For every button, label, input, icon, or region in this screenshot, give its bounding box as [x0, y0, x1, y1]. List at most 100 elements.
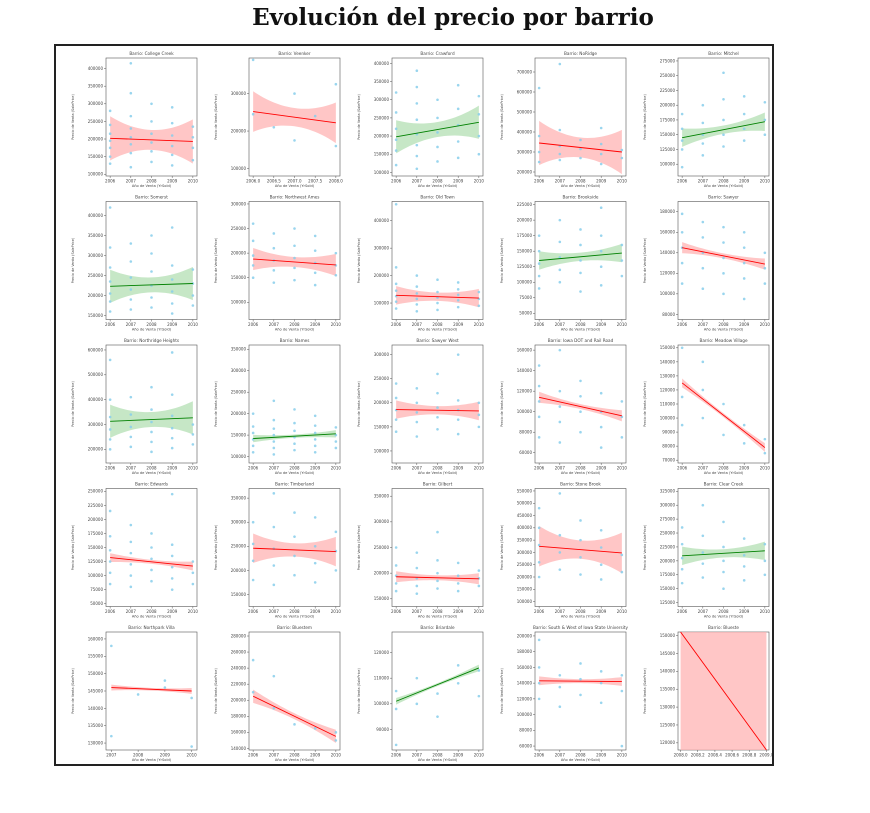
data-point [537, 249, 541, 253]
y-tick-label: 100000 [517, 599, 533, 604]
data-point [394, 396, 398, 400]
data-point [293, 421, 296, 425]
data-point [558, 533, 562, 537]
data-point [599, 206, 603, 210]
y-axis-label: Precio de Venta (SalePrice) [357, 381, 361, 427]
data-point [620, 673, 624, 677]
data-point [150, 306, 153, 309]
x-tick-label: 2006 [677, 322, 688, 327]
subplot-title: Barrio: Gilbert [423, 482, 453, 487]
x-axis-label: Año de Venta (YrSold) [704, 471, 744, 475]
data-point [272, 674, 276, 678]
data-point [394, 289, 398, 292]
data-point [558, 568, 562, 571]
x-axis-label: Año de Venta (YrSold) [275, 471, 315, 475]
data-point [558, 389, 562, 393]
x-tick-label: 2010 [188, 322, 199, 327]
x-axis-label: Año de Venta (YrSold) [132, 758, 172, 762]
data-point [170, 436, 174, 440]
data-point [129, 91, 133, 95]
data-point [579, 662, 582, 665]
data-point [722, 71, 725, 75]
data-point [170, 226, 174, 229]
data-point [313, 727, 317, 730]
data-point [293, 244, 296, 248]
x-tick-label: 2010 [760, 322, 771, 327]
x-tick-label: 2006 [105, 466, 116, 471]
data-point [272, 706, 276, 710]
y-tick-label: 450000 [517, 513, 533, 518]
data-point [313, 431, 317, 435]
data-point [558, 685, 562, 689]
x-tick-label: 2008.8 [742, 753, 756, 758]
data-point [272, 281, 276, 284]
data-point [313, 450, 317, 454]
data-point [456, 574, 460, 578]
data-point [170, 312, 174, 315]
figure-title: Evolución del precio por barrio [252, 4, 654, 31]
data-point [313, 444, 317, 448]
y-tick-label: 400000 [88, 397, 104, 402]
data-point [763, 282, 767, 285]
data-point [722, 98, 725, 101]
y-tick-label: 90000 [376, 727, 389, 732]
y-tick-label: 50000 [90, 601, 103, 606]
data-point [558, 348, 562, 352]
data-point [620, 415, 624, 419]
y-tick-label: 500000 [517, 109, 533, 114]
data-point [272, 418, 276, 422]
data-point [456, 156, 460, 160]
data-point [272, 427, 276, 430]
x-axis-label: Año de Venta (YrSold) [275, 758, 315, 762]
data-point [108, 246, 112, 249]
y-tick-label: 100000 [88, 172, 104, 177]
data-point [129, 142, 133, 146]
x-tick-label: 2008 [146, 609, 157, 614]
data-point [558, 128, 562, 132]
data-point [334, 144, 338, 148]
y-tick-label: 200000 [88, 517, 104, 522]
y-tick-label: 300000 [517, 550, 533, 555]
data-point [251, 444, 255, 448]
data-point [599, 284, 603, 287]
y-tick-label: 140000 [231, 746, 247, 751]
subplot: Barrio: Veenker 100000 200000 300000 2006.0 2… [214, 51, 343, 188]
x-tick-label: 2008 [146, 322, 157, 327]
data-point [272, 440, 276, 443]
x-tick-label: 2007 [412, 609, 423, 614]
data-point [129, 151, 133, 155]
data-point [170, 426, 174, 430]
y-tick-label: 60000 [519, 743, 532, 748]
data-point [763, 559, 767, 563]
data-point [477, 152, 481, 156]
y-axis-label: Precio de Venta (SalePrice) [357, 237, 361, 283]
data-point [537, 575, 541, 579]
y-tick-label: 80000 [662, 444, 675, 449]
x-tick-label: 2008 [575, 179, 586, 184]
data-point [251, 578, 255, 582]
subplot-title: Barrio: Brookside [563, 195, 599, 200]
x-tick-label: 2007 [126, 609, 137, 614]
y-tick-label: 80000 [519, 728, 532, 733]
y-axis-label: Precio de Venta (SalePrice) [214, 668, 218, 714]
data-point [620, 243, 624, 247]
data-point [394, 138, 398, 141]
data-point [436, 391, 439, 395]
data-point [558, 551, 562, 554]
data-point [436, 308, 439, 312]
data-point [313, 438, 317, 441]
data-point [129, 260, 133, 263]
y-tick-label: 200000 [374, 400, 390, 405]
y-tick-label: 260000 [231, 649, 247, 654]
y-tick-label: 70000 [662, 458, 675, 463]
y-tick-label: 150000 [660, 132, 676, 137]
data-point [579, 573, 582, 576]
data-point [599, 670, 603, 673]
y-tick-label: 180000 [517, 649, 533, 654]
x-tick-label: 2008 [432, 753, 443, 758]
data-point [599, 234, 603, 237]
data-point [334, 273, 338, 277]
x-tick-label: 2008 [718, 322, 729, 327]
data-point [108, 310, 112, 313]
data-point [334, 739, 338, 742]
